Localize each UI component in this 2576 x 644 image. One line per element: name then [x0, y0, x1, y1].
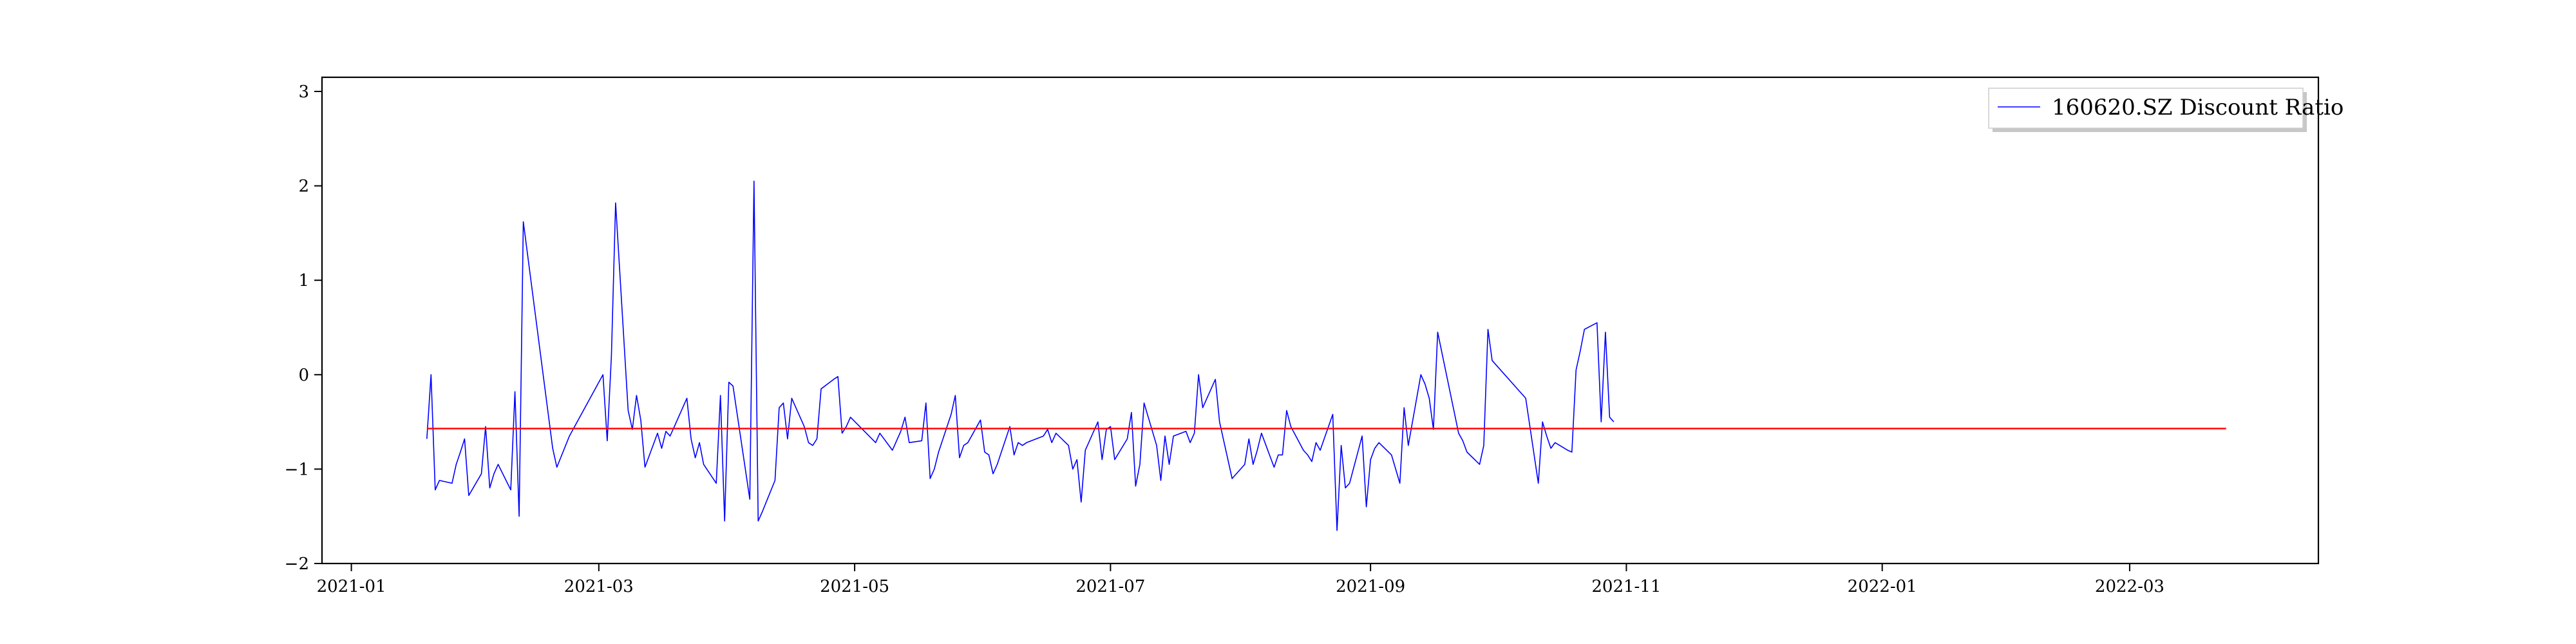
legend-label: 160620.SZ Discount Ratio — [2052, 95, 2344, 120]
y-tick-label: −1 — [285, 460, 309, 479]
x-tick-label: 2021-03 — [564, 577, 634, 596]
x-tick-label: 2021-09 — [1336, 577, 1405, 596]
x-axis: 2021-01 2021-03 2021-05 2021-07 2021-09 2021-… — [317, 564, 2164, 596]
x-tick-label: 2021-11 — [1591, 577, 1661, 596]
y-tick-label: 0 — [298, 366, 309, 385]
series-layer — [426, 180, 2226, 531]
y-axis: −2 −1 0 1 2 3 — [285, 82, 322, 574]
legend-box — [1988, 88, 2304, 129]
y-tick-label: 2 — [298, 177, 309, 196]
series-line-discount-ratio — [426, 180, 1615, 531]
legend: 160620.SZ Discount Ratio — [1988, 88, 2344, 132]
y-tick-label: −2 — [285, 554, 309, 574]
y-tick-label: 3 — [298, 82, 309, 102]
x-tick-label: 2021-05 — [820, 577, 889, 596]
x-tick-label: 2021-01 — [317, 577, 386, 596]
plot-area — [426, 180, 2226, 531]
x-tick-label: 2022-01 — [1848, 577, 1917, 596]
axes-frame — [321, 76, 2320, 565]
x-tick-label: 2022-03 — [2095, 577, 2164, 596]
y-tick-label: 1 — [298, 271, 309, 290]
x-tick-label: 2021-07 — [1075, 577, 1145, 596]
